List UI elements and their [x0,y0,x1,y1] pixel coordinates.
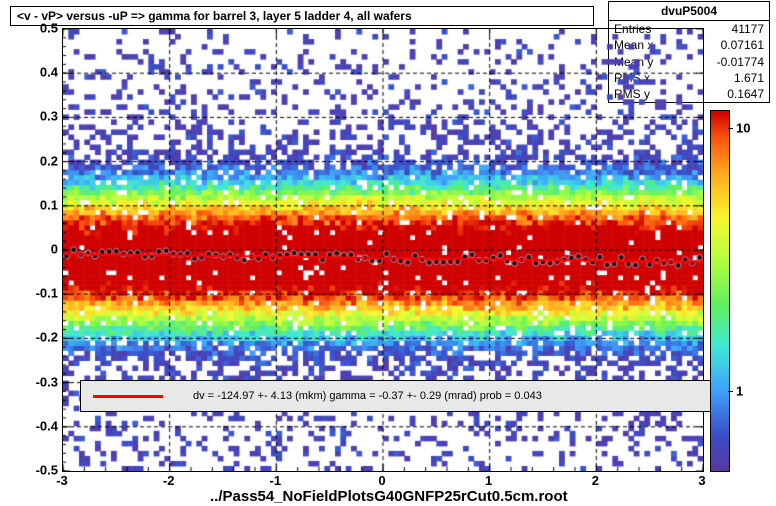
colorbar [710,110,730,472]
x-tick-label: 3 [698,473,705,488]
x-tick-label: -3 [56,473,68,488]
plot-title: <v - vP> versus -uP => gamma for barrel … [17,9,412,23]
y-tick-label: -0.3 [18,374,58,389]
stats-value: -0.01774 [717,54,764,70]
x-tick-label: 0 [378,473,385,488]
y-tick-label: -0.5 [18,463,58,478]
stats-value: 0.1647 [727,86,764,102]
file-caption-text: ../Pass54_NoFieldPlotsG40GNFP25rCut0.5cm… [210,488,568,505]
colorbar-canvas [711,111,729,471]
y-tick-label: 0.4 [18,65,58,80]
y-tick-label: -0.1 [18,286,58,301]
x-tick-label: -2 [163,473,175,488]
x-tick-label: -1 [270,473,282,488]
y-tick-label: 0.5 [18,21,58,36]
y-tick-label: -0.4 [18,418,58,433]
file-caption: ../Pass54_NoFieldPlotsG40GNFP25rCut0.5cm… [210,488,568,505]
colorbar-tick [728,391,733,392]
stats-value: 0.07161 [721,37,764,53]
stats-value: 1.671 [734,70,764,86]
figure-container: <v - vP> versus -uP => gamma for barrel … [0,0,776,506]
stats-value: 41177 [732,21,764,37]
y-tick-label: 0.1 [18,197,58,212]
fit-legend-line [93,395,163,398]
stats-name: dvuP5004 [609,2,769,21]
x-tick-label: 2 [592,473,599,488]
colorbar-tick [728,128,733,129]
fit-legend-text: dv = -124.97 +- 4.13 (mkm) gamma = -0.37… [193,390,542,402]
y-tick-label: 0.3 [18,109,58,124]
plot-title-box: <v - vP> versus -uP => gamma for barrel … [10,6,594,26]
y-tick-label: 0.2 [18,153,58,168]
colorbar-tick-label: 10 [736,121,750,136]
y-tick-label: 0 [18,242,58,257]
fit-legend-box: dv = -124.97 +- 4.13 (mkm) gamma = -0.37… [80,380,711,412]
x-tick-label: 1 [485,473,492,488]
colorbar-tick-label: 1 [736,383,743,398]
y-tick-label: -0.2 [18,330,58,345]
